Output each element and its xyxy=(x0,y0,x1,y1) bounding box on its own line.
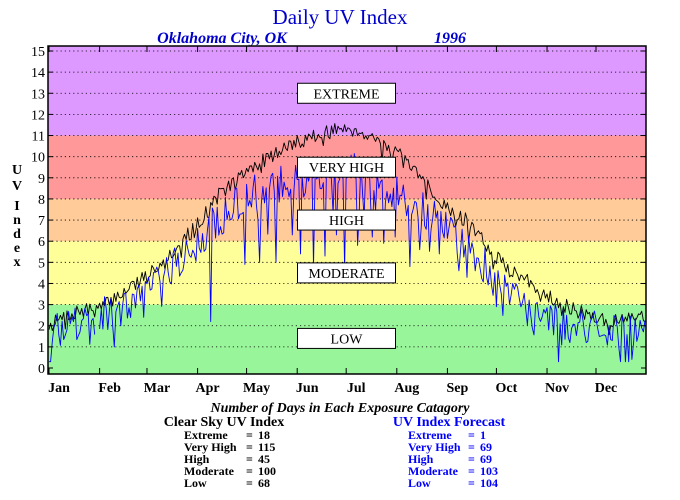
y-tick-label: 7 xyxy=(38,214,45,229)
gridlines xyxy=(48,50,646,348)
y-tick-label: 6 xyxy=(38,235,45,250)
y-tick-label: 5 xyxy=(38,256,45,271)
series-line-forecast xyxy=(99,153,646,363)
chart-subtitle-year: 1996 xyxy=(434,30,466,47)
exposure-band-labels: LOW MODERATE HIGH VERY HIGH EXTREME xyxy=(297,82,396,349)
band-label: LOW xyxy=(331,332,364,347)
x-tick-label: Sep xyxy=(447,381,469,396)
y-tick-label: 1 xyxy=(38,341,45,356)
summary-row-label: High xyxy=(184,452,210,466)
summary-row-sep: = xyxy=(246,452,253,466)
summary-row-sep: = xyxy=(246,464,253,478)
x-tick-label: Dec xyxy=(595,381,618,396)
y-tick-label: 11 xyxy=(32,130,45,145)
y-axis-label-letter: d xyxy=(13,227,21,242)
y-tick-label: 14 xyxy=(31,66,45,81)
summary-row-value: 18 xyxy=(258,428,270,442)
x-tick-label: Feb xyxy=(98,381,121,396)
y-tick-label: 12 xyxy=(31,108,45,123)
forecast-summary-title: UV Index Forecast xyxy=(393,415,506,430)
summary-row-label: Moderate xyxy=(408,464,459,478)
y-tick-label: 8 xyxy=(38,193,45,208)
x-tick-label: May xyxy=(243,381,270,396)
x-tick-label: Jun xyxy=(296,381,319,396)
summary-row-value: 69 xyxy=(480,440,492,454)
y-tick-label: 15 xyxy=(31,45,45,60)
y-tick-label: 13 xyxy=(31,87,45,102)
summary-row-sep: = xyxy=(468,464,475,478)
summary-row-label: Extreme xyxy=(408,428,452,442)
summary-row-value: 104 xyxy=(480,476,498,490)
plot-frame xyxy=(47,45,647,375)
clear-sky-summary: Clear Sky UV Index Extreme = 18 Very High = 1… xyxy=(164,415,284,490)
series-line-forecast xyxy=(49,307,96,363)
band-label-box xyxy=(297,156,396,178)
summary-row-value: 68 xyxy=(258,476,270,490)
summary-row-value: 1 xyxy=(480,428,486,442)
summary-row-sep: = xyxy=(468,452,475,466)
y-tick-label: 0 xyxy=(38,362,45,377)
summary-row-label: Extreme xyxy=(184,428,228,442)
summary-row-label: Low xyxy=(184,476,207,490)
summary-row-label: Moderate xyxy=(184,464,235,478)
band-label-box xyxy=(297,327,396,349)
summary-row-sep: = xyxy=(246,428,253,442)
x-tick-label: Apr xyxy=(196,381,220,396)
x-tick-label: Oct xyxy=(496,381,518,396)
x-tick-label: Nov xyxy=(545,381,569,396)
band-label-box xyxy=(297,209,396,231)
band-label: VERY HIGH xyxy=(309,161,384,176)
summary-row-sep: = xyxy=(468,476,475,490)
band-label-box xyxy=(297,262,396,284)
y-tick-label: 10 xyxy=(31,151,45,166)
y-axis-label-letter: n xyxy=(13,213,21,228)
band-label: HIGH xyxy=(329,214,364,229)
chart-subtitle-location: Oklahoma City, OK xyxy=(157,30,288,47)
y-tick-label: 4 xyxy=(38,277,45,292)
summary-row-sep: = xyxy=(246,440,253,454)
summary-row-sep: = xyxy=(468,440,475,454)
band-label-box xyxy=(297,82,396,104)
x-tick-label: Mar xyxy=(144,381,170,396)
band-label: EXTREME xyxy=(313,87,379,102)
y-axis-label-letter: U xyxy=(12,163,22,178)
summary-row-label: High xyxy=(408,452,434,466)
clear-sky-summary-title: Clear Sky UV Index xyxy=(164,415,284,430)
y-tick-label: 9 xyxy=(38,172,45,187)
summary-row-label: Very High xyxy=(184,440,237,454)
y-tick-label: 3 xyxy=(38,299,45,314)
summary-row-sep: = xyxy=(468,428,475,442)
chart-title: Daily UV Index xyxy=(273,5,408,29)
summary-row-label: Low xyxy=(408,476,431,490)
summary-row-value: 115 xyxy=(258,440,275,454)
y-axis-label-letter: x xyxy=(14,255,21,270)
series-lines xyxy=(48,123,646,363)
y-axis-label-letter: I xyxy=(14,199,19,214)
y-axis-label-letter: V xyxy=(12,179,22,194)
y-tick-label: 2 xyxy=(38,320,45,335)
days-caption: Number of Days in Each Exposure Catagory xyxy=(209,401,470,416)
forecast-summary: UV Index Forecast Extreme = 1 Very High = 69 H… xyxy=(393,415,506,490)
band-label: MODERATE xyxy=(308,267,384,282)
summary-row-value: 103 xyxy=(480,464,498,478)
x-axis-ticks: Jan Feb Mar Apr May Jun Jul Aug Sep Oct Nov Dec xyxy=(48,46,617,396)
summary-row-value: 100 xyxy=(258,464,276,478)
summary-row-value: 69 xyxy=(480,452,492,466)
x-tick-label: Jul xyxy=(347,381,366,396)
summary-row-value: 45 xyxy=(258,452,270,466)
x-tick-label: Aug xyxy=(394,381,419,396)
y-axis-label-letter: e xyxy=(14,241,20,256)
summary-row-sep: = xyxy=(246,476,253,490)
x-tick-label: Jan xyxy=(48,381,70,396)
summary-row-label: Very High xyxy=(408,440,461,454)
